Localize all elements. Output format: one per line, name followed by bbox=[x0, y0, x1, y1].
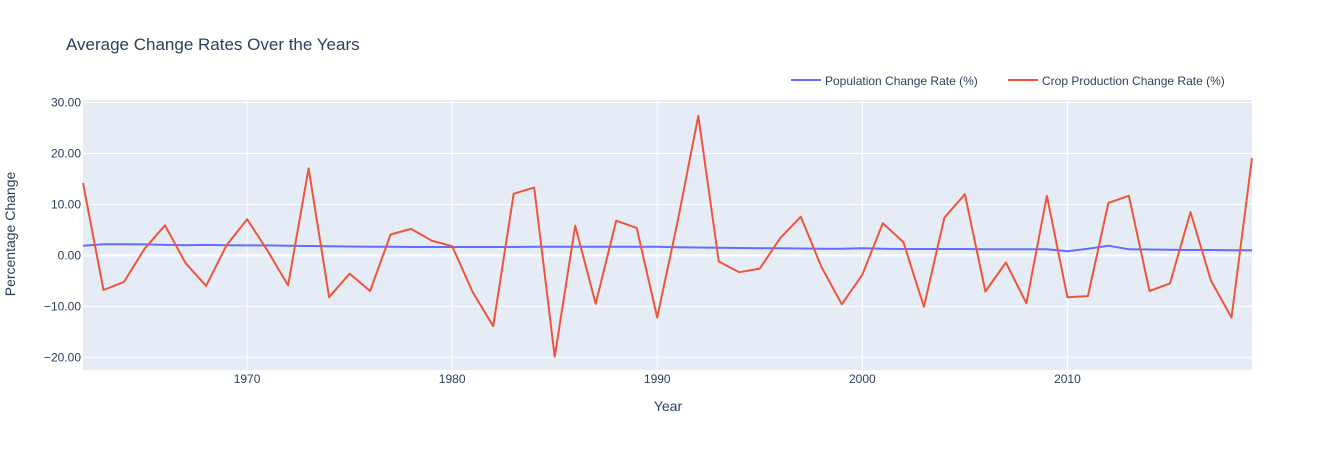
y-tick-label: 20.00 bbox=[51, 146, 81, 160]
y-tick-label: −20.00 bbox=[44, 350, 81, 364]
legend-item-crop-production[interactable]: Crop Production Change Rate (%) bbox=[1008, 74, 1225, 88]
y-gridlines bbox=[83, 102, 1252, 358]
y-axis-title: Percentage Change bbox=[2, 172, 18, 297]
y-tick-label: −10.00 bbox=[44, 299, 81, 313]
plot-area bbox=[83, 100, 1252, 370]
legend-label: Population Change Rate (%) bbox=[825, 74, 978, 88]
x-tick-label: 2010 bbox=[1054, 372, 1081, 386]
y-tick-labels: −20.00 −10.00 0.00 10.00 20.00 30.00 bbox=[44, 96, 81, 365]
y-tick-label: 0.00 bbox=[58, 248, 82, 262]
legend[interactable]: Population Change Rate (%) Crop Productio… bbox=[791, 74, 1225, 88]
legend-item-population[interactable]: Population Change Rate (%) bbox=[791, 74, 978, 88]
x-tick-label: 1970 bbox=[234, 372, 261, 386]
series-lines[interactable] bbox=[82, 114, 1253, 358]
x-tick-label: 1990 bbox=[644, 372, 671, 386]
y-tick-label: 10.00 bbox=[51, 197, 81, 211]
x-axis-title: Year bbox=[654, 398, 683, 414]
x-tick-label: 2000 bbox=[849, 372, 876, 386]
legend-label: Crop Production Change Rate (%) bbox=[1042, 74, 1225, 88]
x-tick-label: 1980 bbox=[439, 372, 466, 386]
series-line-crop-production[interactable] bbox=[82, 114, 1253, 358]
x-tick-labels: 1970 1980 1990 2000 2010 bbox=[234, 372, 1081, 386]
chart-title: Average Change Rates Over the Years bbox=[66, 35, 360, 54]
x-gridlines bbox=[246, 100, 1068, 370]
y-tick-label: 30.00 bbox=[51, 96, 81, 110]
